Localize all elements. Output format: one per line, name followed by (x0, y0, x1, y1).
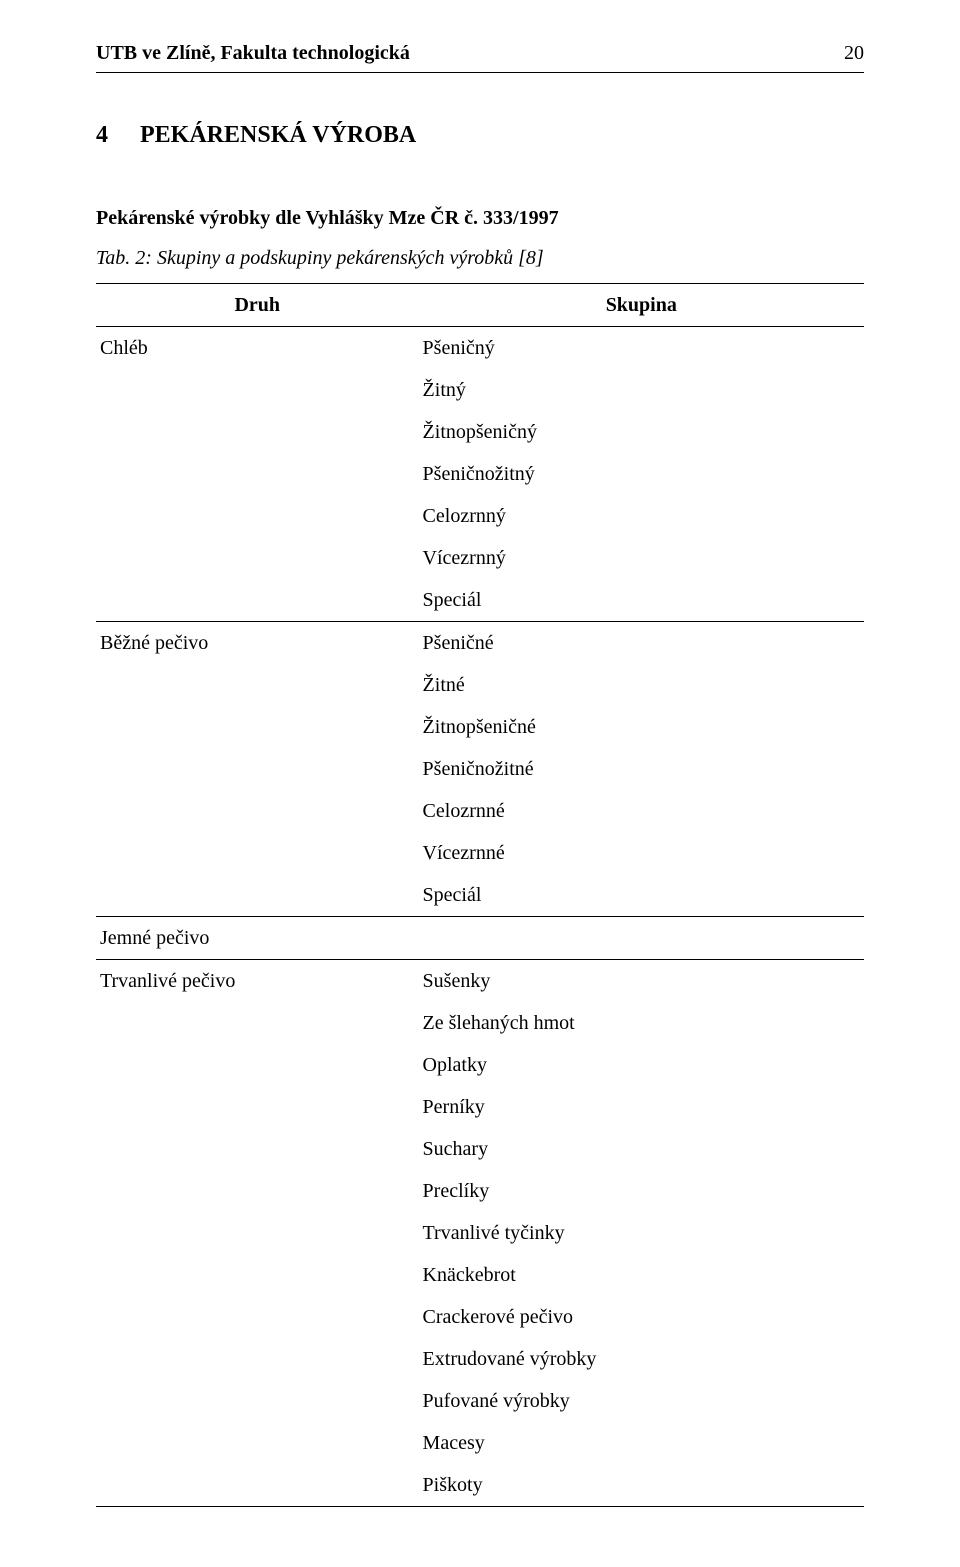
cell-druh: Jemné pečivo (96, 917, 419, 960)
cell-druh (96, 1254, 419, 1296)
table-row: Pšeničnožitné (96, 748, 864, 790)
table-row: Speciál (96, 579, 864, 622)
cell-skupina: Preclíky (419, 1170, 864, 1212)
cell-druh (96, 1212, 419, 1254)
table-row: ChlébPšeničný (96, 327, 864, 370)
cell-druh (96, 748, 419, 790)
cell-skupina (419, 917, 864, 960)
table-row: Trvanlivé pečivoSušenky (96, 960, 864, 1003)
table-row: Knäckebrot (96, 1254, 864, 1296)
cell-druh (96, 664, 419, 706)
table-row: Trvanlivé tyčinky (96, 1212, 864, 1254)
cell-skupina: Žitné (419, 664, 864, 706)
table-row: Pufované výrobky (96, 1380, 864, 1422)
cell-skupina: Macesy (419, 1422, 864, 1464)
table-row: Perníky (96, 1086, 864, 1128)
cell-skupina: Žitnopšeničný (419, 411, 864, 453)
cell-druh (96, 706, 419, 748)
section-heading: 4 PEKÁRENSKÁ VÝROBA (96, 117, 864, 153)
cell-skupina: Speciál (419, 874, 864, 917)
products-table: Druh Skupina ChlébPšeničnýŽitnýŽitnopšen… (96, 283, 864, 1507)
section-number: 4 (96, 117, 134, 153)
cell-skupina: Vícezrnný (419, 537, 864, 579)
header-institution: UTB ve Zlíně, Fakulta technologická (96, 38, 410, 68)
cell-skupina: Extrudované výrobky (419, 1338, 864, 1380)
table-row: Oplatky (96, 1044, 864, 1086)
cell-skupina: Celozrnný (419, 495, 864, 537)
cell-skupina: Celozrnné (419, 790, 864, 832)
cell-druh (96, 1002, 419, 1044)
cell-druh (96, 1380, 419, 1422)
cell-skupina: Pufované výrobky (419, 1380, 864, 1422)
table-row: Pšeničnožitný (96, 453, 864, 495)
cell-druh (96, 579, 419, 622)
cell-druh (96, 1086, 419, 1128)
table-row: Celozrnné (96, 790, 864, 832)
cell-skupina: Pšeničný (419, 327, 864, 370)
table-row: Extrudované výrobky (96, 1338, 864, 1380)
cell-druh (96, 1170, 419, 1212)
table-row: Ze šlehaných hmot (96, 1002, 864, 1044)
table-row: Jemné pečivo (96, 917, 864, 960)
cell-druh (96, 790, 419, 832)
cell-druh (96, 832, 419, 874)
cell-skupina: Vícezrnné (419, 832, 864, 874)
table-row: Celozrnný (96, 495, 864, 537)
page-number: 20 (844, 38, 864, 68)
table-caption: Tab. 2: Skupiny a podskupiny pekárenskýc… (96, 243, 864, 273)
section-title: PEKÁRENSKÁ VÝROBA (140, 122, 416, 148)
cell-druh (96, 1338, 419, 1380)
cell-druh (96, 537, 419, 579)
cell-skupina: Pšeničnožitný (419, 453, 864, 495)
cell-druh (96, 1464, 419, 1507)
page-header: UTB ve Zlíně, Fakulta technologická 20 (96, 38, 864, 73)
cell-druh: Chléb (96, 327, 419, 370)
cell-skupina: Perníky (419, 1086, 864, 1128)
cell-druh (96, 369, 419, 411)
table-row: Piškoty (96, 1464, 864, 1507)
document-page: UTB ve Zlíně, Fakulta technologická 20 4… (0, 0, 960, 1567)
cell-skupina: Žitný (419, 369, 864, 411)
table-row: Speciál (96, 874, 864, 917)
cell-druh (96, 874, 419, 917)
cell-druh (96, 1044, 419, 1086)
cell-druh (96, 1296, 419, 1338)
cell-skupina: Crackerové pečivo (419, 1296, 864, 1338)
table-row: Žitný (96, 369, 864, 411)
cell-druh (96, 495, 419, 537)
table-row: Suchary (96, 1128, 864, 1170)
cell-skupina: Oplatky (419, 1044, 864, 1086)
table-row: Žitnopšeničný (96, 411, 864, 453)
table-row: Preclíky (96, 1170, 864, 1212)
cell-skupina: Sušenky (419, 960, 864, 1003)
cell-druh: Běžné pečivo (96, 622, 419, 665)
cell-skupina: Speciál (419, 579, 864, 622)
col-header-skupina: Skupina (419, 284, 864, 327)
table-row: Žitné (96, 664, 864, 706)
cell-skupina: Pšeničné (419, 622, 864, 665)
cell-druh (96, 453, 419, 495)
table-header-row: Druh Skupina (96, 284, 864, 327)
table-row: Macesy (96, 1422, 864, 1464)
table-row: Vícezrnné (96, 832, 864, 874)
cell-skupina: Žitnopšeničné (419, 706, 864, 748)
cell-druh: Trvanlivé pečivo (96, 960, 419, 1003)
cell-skupina: Knäckebrot (419, 1254, 864, 1296)
cell-skupina: Ze šlehaných hmot (419, 1002, 864, 1044)
table-row: Běžné pečivoPšeničné (96, 622, 864, 665)
cell-skupina: Suchary (419, 1128, 864, 1170)
subheading: Pekárenské výrobky dle Vyhlášky Mze ČR č… (96, 203, 864, 233)
table-row: Žitnopšeničné (96, 706, 864, 748)
cell-skupina: Piškoty (419, 1464, 864, 1507)
cell-skupina: Pšeničnožitné (419, 748, 864, 790)
cell-druh (96, 1128, 419, 1170)
cell-druh (96, 411, 419, 453)
table-row: Vícezrnný (96, 537, 864, 579)
table-row: Crackerové pečivo (96, 1296, 864, 1338)
cell-skupina: Trvanlivé tyčinky (419, 1212, 864, 1254)
table-body: ChlébPšeničnýŽitnýŽitnopšeničnýPšeničnož… (96, 327, 864, 1507)
col-header-druh: Druh (96, 284, 419, 327)
cell-druh (96, 1422, 419, 1464)
